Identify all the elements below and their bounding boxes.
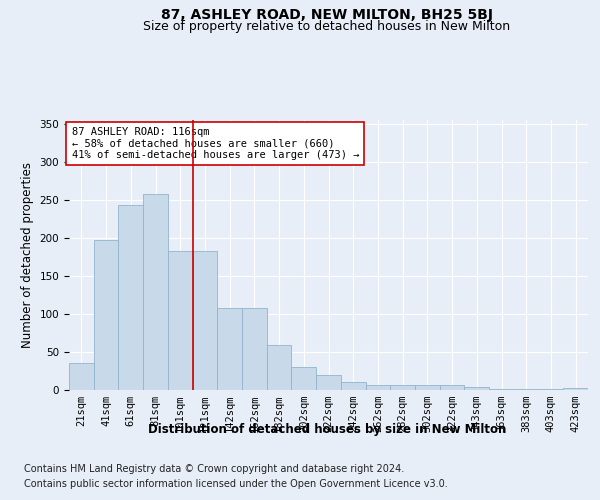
Bar (242, 308, 267, 390)
Bar (390, 386, 415, 390)
Bar (563, 388, 588, 390)
Bar (69, 364, 94, 390)
Text: Contains HM Land Registry data © Crown copyright and database right 2024.: Contains HM Land Registry data © Crown c… (24, 464, 404, 474)
Bar (118, 205, 143, 390)
Bar (341, 382, 365, 390)
Bar (292, 367, 316, 390)
Bar (365, 386, 390, 390)
Bar (489, 389, 514, 390)
Bar (94, 240, 118, 390)
Text: Distribution of detached houses by size in New Milton: Distribution of detached houses by size … (148, 422, 506, 436)
Text: Size of property relative to detached houses in New Milton: Size of property relative to detached ho… (143, 20, 511, 33)
Bar (514, 389, 539, 390)
Y-axis label: Number of detached properties: Number of detached properties (21, 162, 34, 348)
Bar (267, 345, 292, 390)
Bar (168, 251, 193, 390)
Bar (464, 387, 489, 390)
Bar (440, 386, 464, 390)
Text: Contains public sector information licensed under the Open Government Licence v3: Contains public sector information licen… (24, 479, 448, 489)
Bar (143, 194, 168, 390)
Bar (316, 375, 341, 390)
Bar (193, 251, 217, 390)
Bar (539, 389, 563, 390)
Text: 87 ASHLEY ROAD: 116sqm
← 58% of detached houses are smaller (660)
41% of semi-de: 87 ASHLEY ROAD: 116sqm ← 58% of detached… (71, 126, 359, 160)
Bar (217, 308, 242, 390)
Bar (415, 386, 440, 390)
Text: 87, ASHLEY ROAD, NEW MILTON, BH25 5BJ: 87, ASHLEY ROAD, NEW MILTON, BH25 5BJ (161, 8, 493, 22)
